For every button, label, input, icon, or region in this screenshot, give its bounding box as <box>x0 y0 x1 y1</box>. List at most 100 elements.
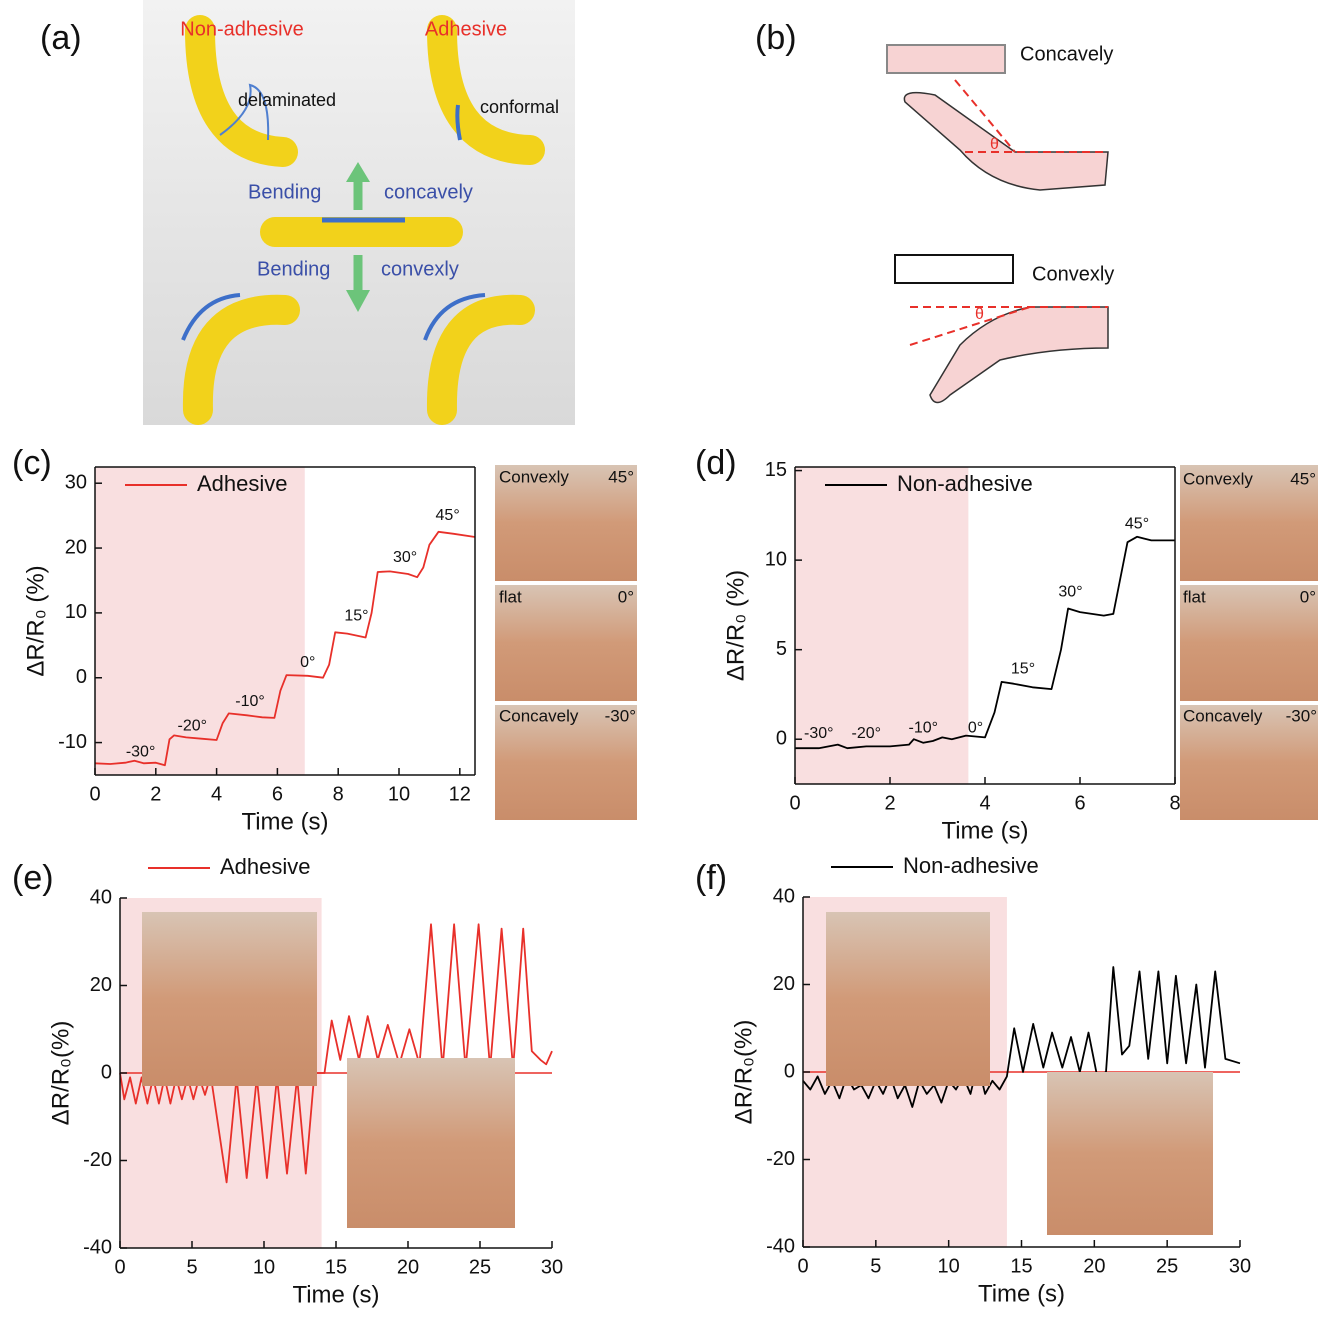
x-tick-label: 25 <box>1156 1255 1178 1277</box>
y-tick-label: 5 <box>776 638 787 660</box>
x-tick-label: 15 <box>1010 1255 1032 1277</box>
x-tick-label: 5 <box>186 1256 197 1278</box>
photo-label: 0° <box>618 587 634 606</box>
y-tick-label: 10 <box>65 601 87 623</box>
photo-label: Concavely <box>499 706 579 725</box>
photo-label: flat <box>499 587 522 606</box>
x-tick-label: 8 <box>333 783 344 805</box>
hand <box>930 307 1108 403</box>
diagram-label: Bending <box>248 181 321 203</box>
y-tick-label: -20 <box>83 1149 112 1171</box>
x-tick-label: 2 <box>884 792 895 814</box>
y-axis-label: ΔR/R₀(%) <box>730 1020 757 1125</box>
annotation: 45° <box>436 507 460 524</box>
panel-label: (e) <box>12 859 54 897</box>
diagram-label: conformal <box>480 97 559 117</box>
x-axis-label: Time (s) <box>941 817 1028 844</box>
photo-label: Convexly <box>1183 469 1253 488</box>
annotation: -10° <box>235 693 265 710</box>
y-tick-label: 20 <box>773 973 795 995</box>
photo-label: 0° <box>1300 587 1316 606</box>
annotation: -30° <box>126 744 156 761</box>
y-tick-label: 0 <box>101 1061 112 1083</box>
x-tick-label: 0 <box>114 1256 125 1278</box>
x-tick-label: 6 <box>272 783 283 805</box>
x-tick-label: 20 <box>397 1256 419 1278</box>
figure: (a) (b) (c) (d) (e) (f) Non-adhesive Adh… <box>0 0 1319 1318</box>
annotation: -20° <box>851 725 881 742</box>
legend-box <box>887 45 1005 73</box>
x-tick-label: 15 <box>325 1256 347 1278</box>
photo-label: -30° <box>605 706 636 725</box>
panel-label: (f) <box>695 859 727 897</box>
y-tick-label: -10 <box>58 731 87 753</box>
x-tick-label: 4 <box>979 792 990 814</box>
diagram-label: concavely <box>384 181 473 203</box>
photo-label: Concavely <box>1183 706 1263 725</box>
annotation: -10° <box>908 720 938 737</box>
photo-label: 45° <box>608 467 634 486</box>
y-tick-label: 20 <box>90 974 112 996</box>
y-tick-label: 15 <box>765 459 787 481</box>
y-axis-label: ΔR/R₀ (%) <box>722 570 749 681</box>
inset-photo <box>347 1058 515 1228</box>
legend-label: Non-adhesive <box>903 853 1039 878</box>
panel-label: (b) <box>755 19 797 57</box>
x-tick-label: 10 <box>253 1256 275 1278</box>
x-tick-label: 10 <box>388 783 410 805</box>
annotation: -20° <box>178 718 208 735</box>
diagram-label: Bending <box>257 258 330 280</box>
y-tick-label: -40 <box>766 1235 795 1257</box>
diagram-label: Non-adhesive <box>180 18 303 40</box>
x-tick-label: 5 <box>870 1255 881 1277</box>
diagram-label: Convexly <box>1032 263 1114 285</box>
annotation: 0° <box>968 720 983 737</box>
y-tick-label: -20 <box>766 1148 795 1170</box>
y-tick-label: 30 <box>65 471 87 493</box>
x-tick-label: 30 <box>541 1256 563 1278</box>
annotation: 0° <box>300 654 315 671</box>
photo-label: 45° <box>1290 469 1316 488</box>
legend-label: Non-adhesive <box>897 471 1033 496</box>
panel-label: (c) <box>12 444 52 482</box>
photo-label: -30° <box>1286 706 1317 725</box>
y-axis-label: ΔR/R₀(%) <box>47 1021 74 1126</box>
diagram-label: Adhesive <box>425 18 507 40</box>
y-tick-label: 0 <box>76 666 87 688</box>
x-tick-label: 10 <box>938 1255 960 1277</box>
annotation: 30° <box>393 549 417 566</box>
diagram-label: delaminated <box>238 90 336 110</box>
x-tick-label: 30 <box>1229 1255 1251 1277</box>
angle-label: θ <box>990 136 999 153</box>
x-axis-label: Time (s) <box>292 1281 379 1308</box>
inset-photo <box>142 912 317 1086</box>
y-tick-label: 40 <box>773 885 795 907</box>
panel-label: (d) <box>695 444 737 482</box>
photo-label: Convexly <box>499 467 569 486</box>
x-tick-label: 25 <box>469 1256 491 1278</box>
x-tick-label: 0 <box>789 792 800 814</box>
x-tick-label: 20 <box>1083 1255 1105 1277</box>
annotation: 15° <box>1011 661 1035 678</box>
diagram-label: convexly <box>381 258 459 280</box>
y-tick-label: 10 <box>765 548 787 570</box>
x-tick-label: 2 <box>150 783 161 805</box>
annotation: 45° <box>1125 516 1149 533</box>
annotation: 15° <box>344 607 368 624</box>
y-tick-label: 40 <box>90 886 112 908</box>
y-tick-label: 20 <box>65 536 87 558</box>
x-axis-label: Time (s) <box>241 808 328 835</box>
inset-photo <box>1047 1072 1213 1235</box>
y-axis-label: ΔR/R₀ (%) <box>22 565 49 676</box>
y-tick-label: -40 <box>83 1236 112 1258</box>
legend-label: Adhesive <box>197 471 288 496</box>
photo-label: flat <box>1183 587 1206 606</box>
legend-label: Adhesive <box>220 854 311 879</box>
x-tick-label: 4 <box>211 783 222 805</box>
x-tick-label: 8 <box>1169 792 1180 814</box>
x-tick-label: 0 <box>797 1255 808 1277</box>
panel-label: (a) <box>40 19 82 57</box>
inset-photo <box>826 912 990 1086</box>
x-axis-label: Time (s) <box>978 1280 1065 1307</box>
diagram-label: Concavely <box>1020 43 1113 65</box>
